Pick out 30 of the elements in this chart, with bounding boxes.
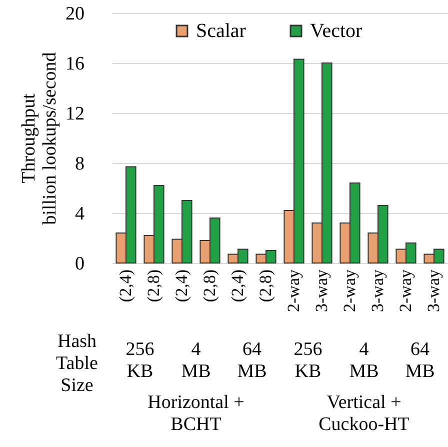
- y-tick-label: 16: [66, 54, 84, 74]
- x-tick-label: 2-way: [340, 269, 359, 312]
- x-tick-label: (2,8): [256, 270, 275, 302]
- legend-label: Scalar: [196, 20, 246, 42]
- text: Vertical + Cuckoo-HT: [318, 392, 410, 435]
- text: 256 KB: [294, 339, 322, 382]
- text: 64 MB: [405, 339, 435, 382]
- text: Horizontal + BCHT: [148, 392, 244, 435]
- text: 64 MB: [237, 339, 267, 382]
- x-tick-label: 3-way: [424, 269, 443, 312]
- x-tick-label: (2,4): [116, 270, 135, 302]
- y-tick-label: 12: [66, 104, 84, 124]
- x-tick-label: 3-way: [312, 269, 331, 312]
- text: Hash Table Size: [56, 331, 98, 396]
- x-tick-label: (2,4): [172, 270, 191, 302]
- y-tick-label: 8: [75, 154, 84, 174]
- legend-label: Vector: [310, 20, 363, 42]
- x-tick-label: 3-way: [368, 269, 387, 312]
- text: 4 MB: [181, 339, 211, 382]
- y-axis-title: Throughput billion lookups/second: [18, 52, 60, 225]
- y-tick-label: 4: [75, 204, 85, 224]
- y-tick-label: 0: [75, 254, 84, 274]
- x-tick-label: (2,4): [228, 270, 247, 302]
- x-tick-label: (2,8): [200, 270, 219, 302]
- text: 4 MB: [349, 339, 379, 382]
- x-tick-label: (2,8): [144, 270, 163, 302]
- x-tick-label: 2-way: [284, 269, 303, 312]
- text: 256 KB: [126, 339, 154, 382]
- x-tick-label: 2-way: [396, 269, 415, 312]
- y-tick-label: 20: [66, 4, 84, 24]
